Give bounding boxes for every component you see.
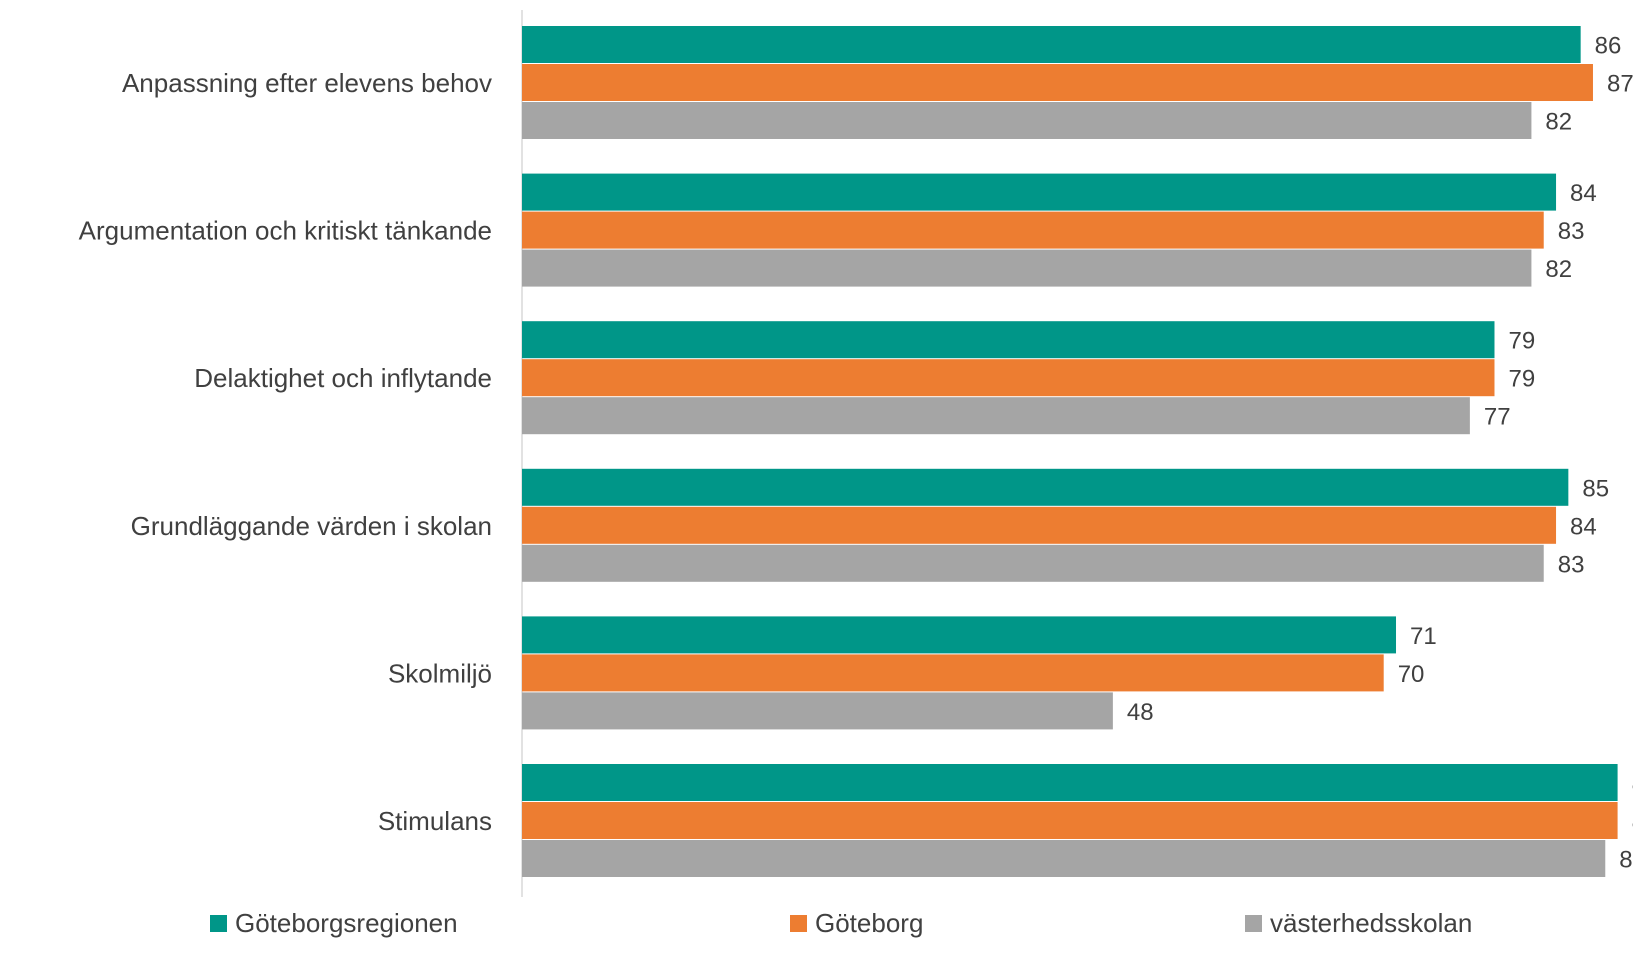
legend-label-series-3: västerhedsskolan [1270, 908, 1473, 938]
bar-5-series-3 [522, 692, 1113, 730]
value-label-1-series-1: 86 [1595, 33, 1622, 60]
value-label-2-series-3: 82 [1545, 256, 1572, 283]
value-label-6-series-3: 88 [1619, 847, 1633, 874]
category-label-5: Skolmiljö [388, 658, 492, 688]
category-label-6: Stimulans [378, 806, 492, 836]
legend-item-series-3: västerhedsskolan [1245, 908, 1472, 939]
value-label-3-series-2: 79 [1508, 366, 1535, 393]
bars-group [522, 26, 1618, 877]
value-label-4-series-2: 84 [1570, 513, 1597, 540]
bar-3-series-1 [522, 321, 1495, 359]
bar-1-series-2 [522, 64, 1593, 101]
category-label-3: Delaktighet och inflytande [194, 363, 492, 393]
value-label-5-series-2: 70 [1398, 661, 1425, 688]
bar-2-series-1 [522, 173, 1557, 211]
bar-1-series-1 [522, 26, 1581, 63]
legend-item-series-1: Göteborgsregionen [210, 908, 458, 939]
legend-swatch-series-3 [1245, 915, 1262, 932]
bar-3-series-3 [522, 397, 1470, 435]
legend: Göteborgsregionen Göteborg västerhedssko… [0, 908, 1633, 948]
value-label-2-series-2: 83 [1558, 218, 1585, 245]
value-label-5-series-1: 71 [1410, 623, 1437, 650]
bar-3-series-2 [522, 359, 1495, 397]
value-label-3-series-3: 77 [1484, 404, 1511, 431]
value-label-6-series-1: 89 [1632, 771, 1633, 798]
value-label-4-series-3: 83 [1558, 551, 1585, 578]
bar-5-series-1 [522, 616, 1397, 654]
category-label-4: Grundläggande värden i skolan [131, 511, 492, 541]
bar-1-series-3 [522, 102, 1532, 139]
value-labels-group: 86 87 82 84 83 82 79 79 77 85 84 83 71 70 48 89 89 88 [1127, 33, 1633, 874]
value-label-3-series-1: 79 [1508, 328, 1535, 355]
bar-4-series-2 [522, 506, 1557, 544]
bar-6-series-3 [522, 840, 1606, 877]
value-label-6-series-2: 89 [1632, 809, 1633, 836]
value-label-5-series-3: 48 [1127, 699, 1154, 726]
legend-item-series-2: Göteborg [790, 908, 923, 939]
category-labels-group: Anpassning efter elevens behov Argumentat… [79, 68, 492, 836]
bar-2-series-2 [522, 211, 1544, 249]
bar-6-series-1 [522, 764, 1618, 801]
value-label-2-series-1: 84 [1570, 180, 1597, 207]
legend-label-series-1: Göteborgsregionen [235, 908, 458, 938]
category-label-2: Argumentation och kritiskt tänkande [79, 216, 492, 246]
legend-swatch-series-1 [210, 915, 227, 932]
legend-label-series-2: Göteborg [815, 908, 924, 938]
bar-2-series-3 [522, 249, 1532, 287]
value-label-1-series-3: 82 [1545, 109, 1572, 136]
category-label-1: Anpassning efter elevens behov [122, 68, 492, 98]
bar-4-series-1 [522, 468, 1569, 506]
value-label-1-series-2: 87 [1607, 71, 1633, 98]
bar-4-series-3 [522, 544, 1544, 582]
value-label-4-series-1: 85 [1582, 475, 1609, 502]
bar-6-series-2 [522, 802, 1618, 839]
legend-swatch-series-2 [790, 915, 807, 932]
bar-5-series-2 [522, 654, 1384, 692]
